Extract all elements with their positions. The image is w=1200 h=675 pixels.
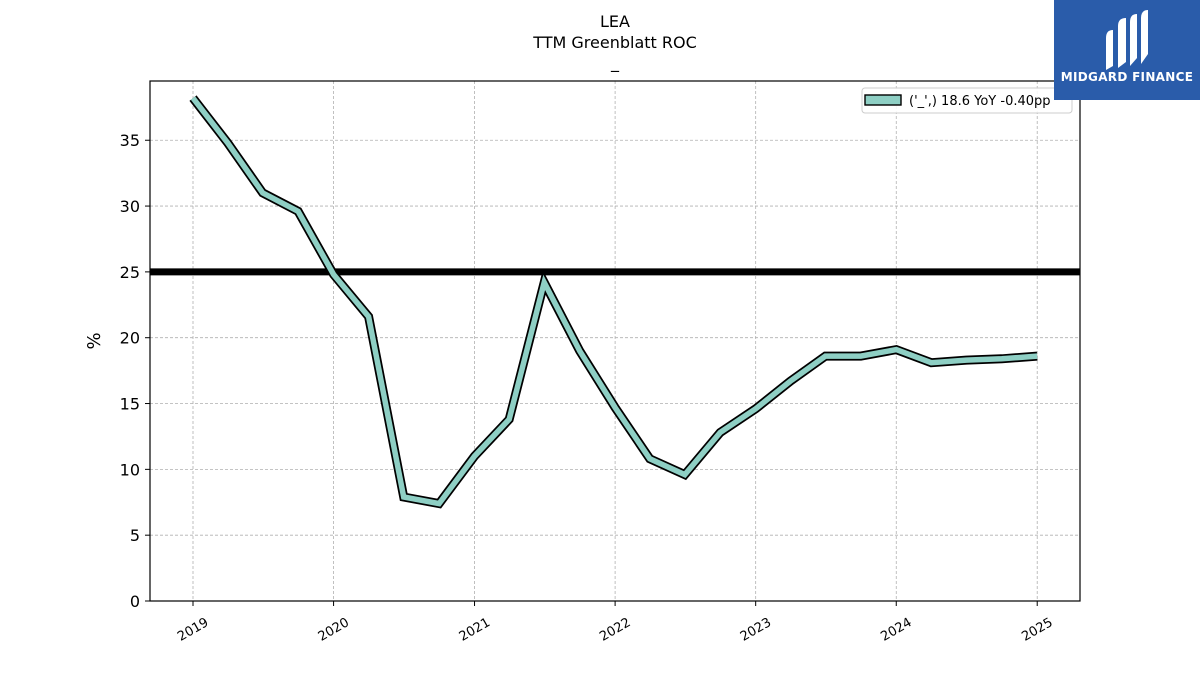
- chart-subtitle-2: _: [610, 53, 620, 73]
- chart-subtitle: TTM Greenblatt ROC: [532, 33, 697, 52]
- x-tick-label: 2019: [175, 615, 211, 645]
- x-tick-label: 2021: [457, 615, 493, 645]
- y-axis-label: %: [84, 332, 105, 349]
- y-tick-label: 10: [120, 460, 140, 479]
- y-tick-label: 35: [120, 131, 140, 150]
- y-axis: 0 5 10 15 20 25 30 35: [120, 131, 150, 611]
- brand-logo-background: [1054, 0, 1200, 100]
- x-tick-label: 2020: [316, 615, 352, 645]
- legend: ('_',) 18.6 YoY -0.40pp: [861, 87, 1073, 114]
- legend-swatch: [864, 94, 902, 106]
- y-tick-label: 25: [120, 263, 140, 282]
- y-tick-label: 15: [120, 395, 140, 414]
- series-layer: [189, 95, 1038, 509]
- legend-label: ('_',) 18.6 YoY -0.40pp: [909, 94, 1051, 109]
- x-tick-label: 2025: [1019, 615, 1055, 645]
- brand-mark-icon: [1106, 10, 1148, 70]
- y-tick-label: 20: [120, 329, 140, 348]
- chart-title: LEA: [600, 12, 630, 31]
- brand-name: MIDGARD FINANCE: [1061, 70, 1193, 84]
- brand-logo: MIDGARD FINANCE: [1054, 0, 1200, 100]
- y-tick-label: 30: [120, 197, 140, 216]
- grid: [150, 81, 1080, 602]
- x-tick-label: 2022: [597, 615, 633, 645]
- legend-box: [861, 87, 1073, 114]
- series-line: [190, 96, 1038, 507]
- x-tick-label: 2023: [738, 615, 774, 645]
- x-tick-label: 2024: [878, 615, 914, 645]
- y-tick-label: 5: [130, 526, 140, 545]
- x-axis: 2019 2020 2021 2022 2023 2024 2025: [175, 601, 1056, 645]
- y-tick-label: 0: [130, 592, 140, 611]
